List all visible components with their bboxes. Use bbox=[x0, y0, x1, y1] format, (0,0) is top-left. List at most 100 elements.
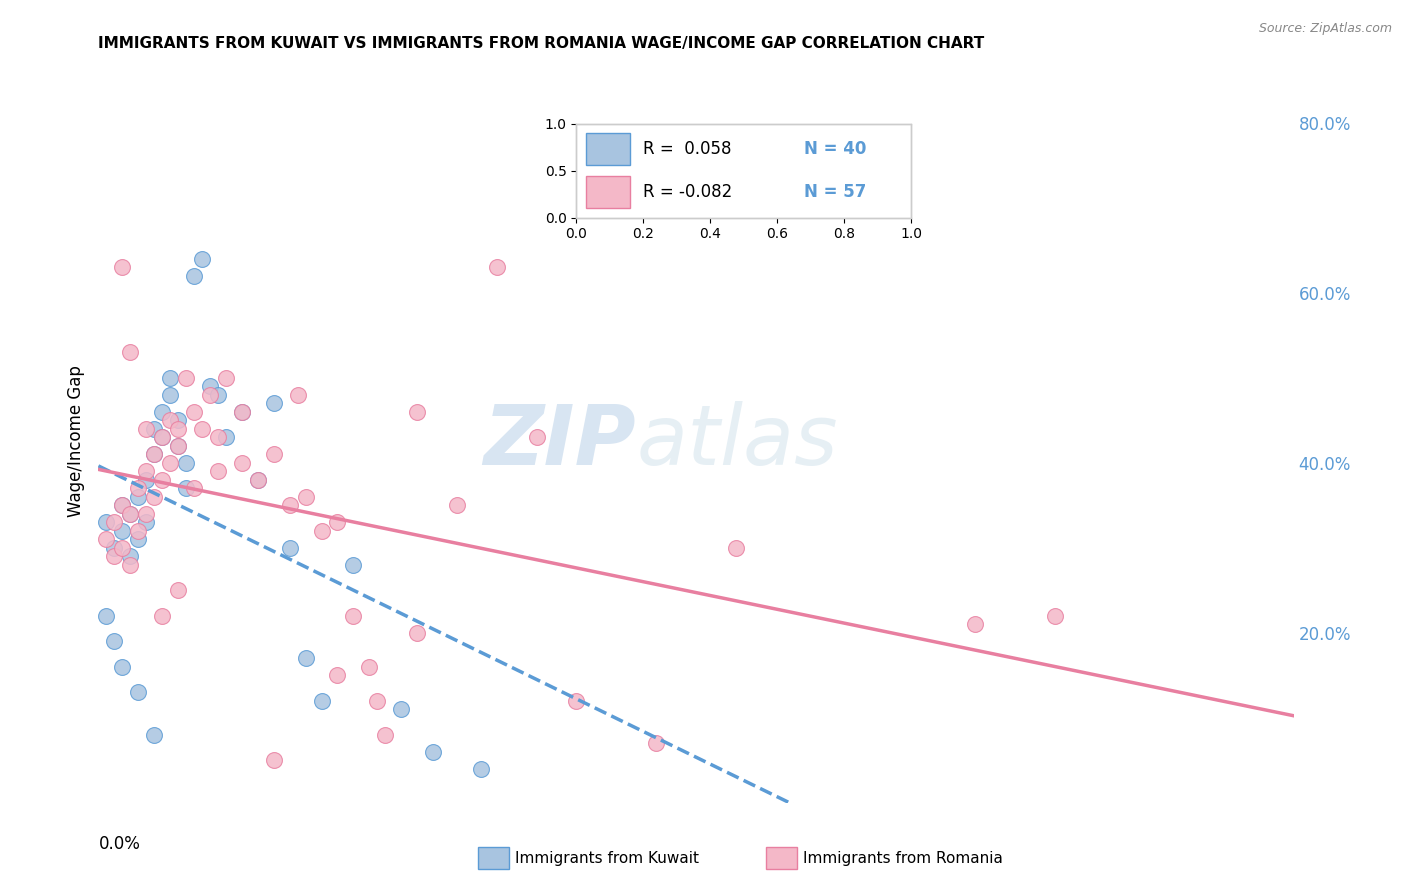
Point bbox=[167, 422, 190, 436]
Text: Source: ZipAtlas.com: Source: ZipAtlas.com bbox=[1258, 22, 1392, 36]
Point bbox=[127, 490, 149, 504]
Y-axis label: Wage/Income Gap: Wage/Income Gap bbox=[66, 366, 84, 517]
Point bbox=[263, 753, 285, 767]
Point bbox=[167, 413, 190, 427]
Point bbox=[231, 405, 253, 419]
Point bbox=[150, 430, 173, 444]
Text: atlas: atlas bbox=[637, 401, 838, 482]
Point bbox=[294, 651, 316, 665]
Point bbox=[374, 728, 396, 742]
Text: Immigrants from Kuwait: Immigrants from Kuwait bbox=[515, 851, 699, 865]
Point bbox=[143, 728, 166, 742]
Point bbox=[198, 379, 221, 393]
Point bbox=[485, 260, 508, 275]
Point bbox=[167, 439, 190, 453]
Point bbox=[143, 447, 166, 461]
Point bbox=[1043, 608, 1066, 623]
Point bbox=[127, 685, 149, 699]
Point bbox=[366, 694, 388, 708]
Point bbox=[120, 345, 142, 359]
Point bbox=[120, 549, 142, 564]
Point bbox=[111, 541, 134, 555]
Bar bbox=[586, 133, 630, 165]
Point bbox=[143, 490, 166, 504]
Point bbox=[207, 464, 229, 478]
Point bbox=[135, 473, 157, 487]
Point bbox=[263, 447, 285, 461]
Point bbox=[389, 702, 412, 716]
Point bbox=[127, 481, 149, 495]
Point bbox=[96, 608, 118, 623]
Point bbox=[422, 745, 444, 759]
Point bbox=[143, 447, 166, 461]
Point bbox=[111, 660, 134, 674]
Point bbox=[246, 473, 269, 487]
Point bbox=[96, 533, 118, 547]
Point bbox=[174, 481, 197, 495]
Point bbox=[159, 388, 181, 402]
Point bbox=[406, 405, 429, 419]
Point bbox=[724, 541, 747, 555]
Point bbox=[231, 405, 253, 419]
Point bbox=[127, 524, 149, 538]
Point bbox=[294, 490, 316, 504]
Text: N = 40: N = 40 bbox=[804, 140, 866, 158]
Point bbox=[191, 422, 214, 436]
Point bbox=[111, 524, 134, 538]
Point bbox=[326, 516, 349, 530]
Point bbox=[326, 668, 349, 682]
Point bbox=[127, 533, 149, 547]
Point bbox=[215, 430, 238, 444]
Point bbox=[96, 516, 118, 530]
Point bbox=[406, 625, 429, 640]
Point bbox=[183, 405, 205, 419]
Point bbox=[103, 516, 125, 530]
Point bbox=[111, 498, 134, 512]
Point bbox=[565, 694, 588, 708]
Point bbox=[143, 422, 166, 436]
Text: 0.0%: 0.0% bbox=[98, 835, 141, 854]
Point bbox=[287, 388, 309, 402]
Point bbox=[231, 456, 253, 470]
Point bbox=[103, 541, 125, 555]
Point bbox=[183, 481, 205, 495]
Point bbox=[470, 762, 492, 776]
Point bbox=[342, 558, 364, 572]
Point bbox=[278, 541, 301, 555]
Point bbox=[159, 371, 181, 385]
Point bbox=[167, 583, 190, 598]
Point bbox=[103, 634, 125, 648]
Point bbox=[150, 405, 173, 419]
Point bbox=[150, 473, 173, 487]
Point bbox=[111, 498, 134, 512]
Point bbox=[167, 439, 190, 453]
Point bbox=[135, 516, 157, 530]
Text: N = 57: N = 57 bbox=[804, 183, 866, 202]
Point bbox=[645, 736, 668, 750]
Point bbox=[446, 498, 468, 512]
Point bbox=[103, 549, 125, 564]
Point bbox=[191, 252, 214, 266]
Bar bbox=[586, 177, 630, 208]
Text: IMMIGRANTS FROM KUWAIT VS IMMIGRANTS FROM ROMANIA WAGE/INCOME GAP CORRELATION CH: IMMIGRANTS FROM KUWAIT VS IMMIGRANTS FRO… bbox=[98, 36, 984, 51]
Point bbox=[174, 456, 197, 470]
Point bbox=[311, 524, 333, 538]
Point bbox=[311, 694, 333, 708]
Text: R = -0.082: R = -0.082 bbox=[644, 183, 733, 202]
Point bbox=[207, 388, 229, 402]
Point bbox=[174, 371, 197, 385]
Point bbox=[150, 608, 173, 623]
Point bbox=[120, 507, 142, 521]
Point bbox=[198, 388, 221, 402]
Point bbox=[183, 268, 205, 283]
Text: ZIP: ZIP bbox=[484, 401, 637, 482]
Point bbox=[359, 660, 381, 674]
Point bbox=[120, 507, 142, 521]
Point bbox=[207, 430, 229, 444]
Point bbox=[963, 617, 986, 632]
Point bbox=[150, 430, 173, 444]
Point bbox=[246, 473, 269, 487]
Point bbox=[111, 260, 134, 275]
Point bbox=[159, 413, 181, 427]
Text: Immigrants from Romania: Immigrants from Romania bbox=[803, 851, 1002, 865]
